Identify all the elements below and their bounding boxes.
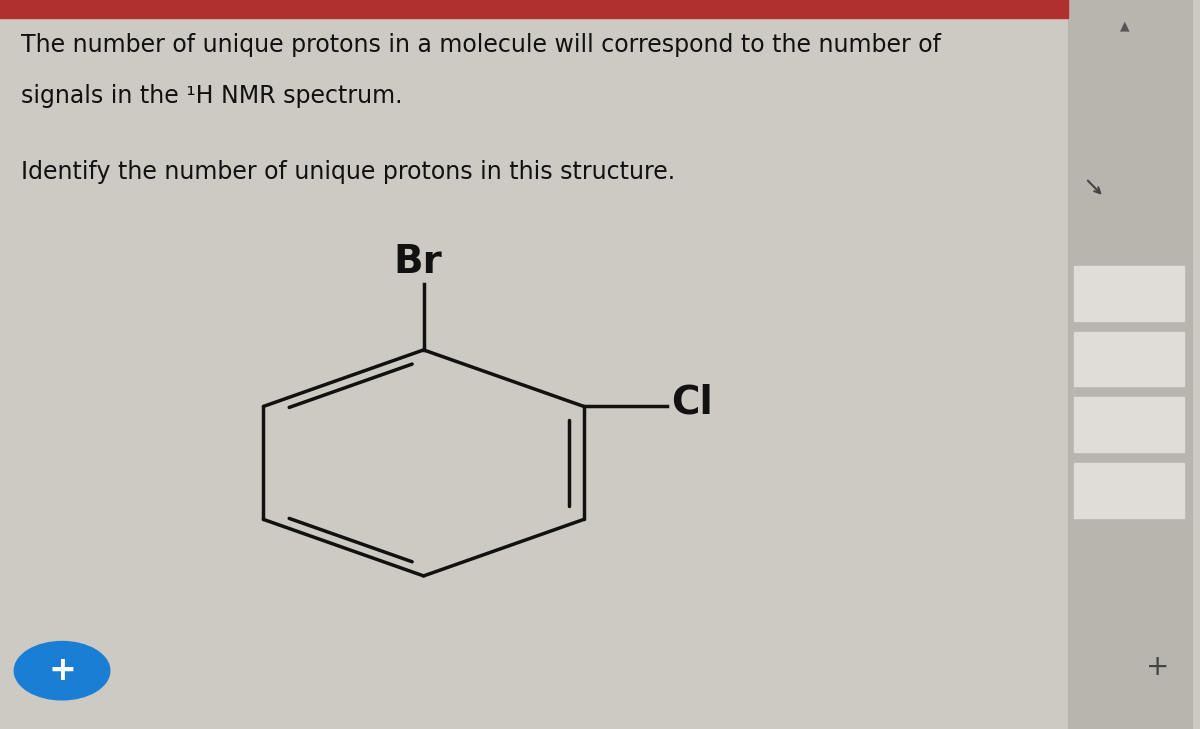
Text: +: + [1146,653,1169,681]
Text: Cl: Cl [671,383,713,422]
Text: The number of unique protons in a molecule will correspond to the number of: The number of unique protons in a molecu… [22,33,942,57]
Bar [1074,266,1183,321]
Bar [1074,463,1183,518]
Bar [0,0,1068,18]
Text: ▲: ▲ [1121,19,1130,32]
Text: +: + [48,654,76,687]
Bar [1074,397,1183,452]
Text: Identify the number of unique protons in this structure.: Identify the number of unique protons in… [22,160,676,184]
Bar [1074,332,1183,386]
Text: signals in the ¹H NMR spectrum.: signals in the ¹H NMR spectrum. [22,84,403,108]
Bar [1068,0,1193,729]
Text: Br: Br [394,243,442,281]
Circle shape [14,642,109,700]
